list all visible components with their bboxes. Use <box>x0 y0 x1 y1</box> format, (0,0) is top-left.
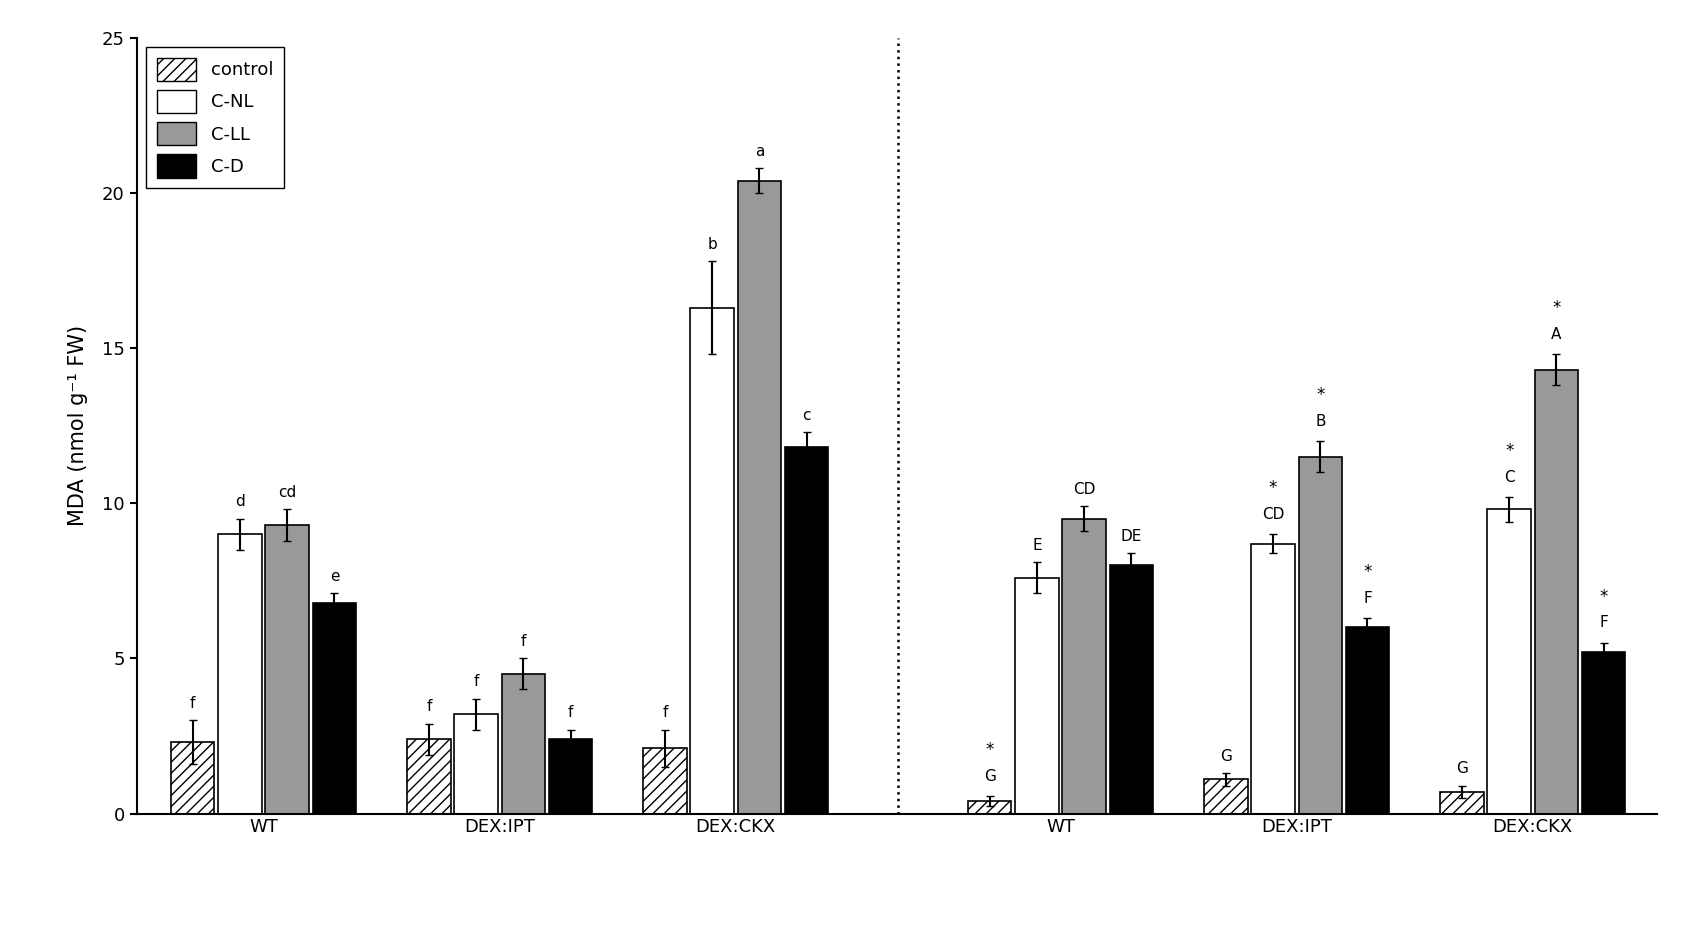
Text: c: c <box>802 408 811 423</box>
Text: e: e <box>329 569 340 584</box>
Text: *: * <box>985 742 993 760</box>
Text: B: B <box>1314 413 1325 429</box>
Text: CD: CD <box>1261 507 1284 522</box>
Bar <box>1439 792 1483 814</box>
Text: d: d <box>236 495 244 510</box>
Text: f: f <box>427 699 432 714</box>
Bar <box>1251 544 1294 814</box>
Bar <box>548 739 592 814</box>
Text: cd: cd <box>278 485 295 500</box>
Bar <box>1014 578 1058 814</box>
Text: DE: DE <box>1120 529 1142 544</box>
Bar <box>265 525 309 814</box>
Bar <box>1062 518 1104 814</box>
Text: a: a <box>754 144 763 159</box>
Text: C: C <box>1502 469 1514 484</box>
Bar <box>454 714 497 814</box>
Text: *: * <box>1504 442 1512 460</box>
Text: f: f <box>567 706 574 721</box>
Y-axis label: MDA (nmol g⁻¹ FW): MDA (nmol g⁻¹ FW) <box>68 325 87 526</box>
Text: *: * <box>1316 386 1323 404</box>
Text: *: * <box>1552 299 1560 317</box>
Text: f: f <box>473 674 478 690</box>
Bar <box>502 674 545 814</box>
Bar <box>218 534 261 814</box>
Bar <box>785 447 828 814</box>
Text: G: G <box>1219 749 1231 764</box>
Text: f: f <box>662 706 667 721</box>
Bar <box>968 801 1011 814</box>
Bar <box>1203 780 1246 814</box>
Bar <box>1345 627 1388 814</box>
Bar <box>644 748 686 814</box>
Bar <box>171 743 215 814</box>
Bar <box>1297 457 1342 814</box>
Text: F: F <box>1362 590 1371 605</box>
Text: A: A <box>1550 327 1560 342</box>
Bar <box>312 603 357 814</box>
Text: *: * <box>1268 479 1277 497</box>
Text: *: * <box>1598 587 1606 605</box>
Legend: control, C-NL, C-LL, C-D: control, C-NL, C-LL, C-D <box>145 47 283 188</box>
Bar <box>1581 652 1625 814</box>
Text: CD: CD <box>1072 482 1094 497</box>
Text: b: b <box>707 236 717 252</box>
Text: G: G <box>1454 762 1466 777</box>
Text: E: E <box>1031 538 1041 552</box>
Text: f: f <box>189 696 195 711</box>
Text: *: * <box>1362 563 1371 581</box>
Text: F: F <box>1598 616 1606 630</box>
Text: f: f <box>521 634 526 649</box>
Bar <box>1487 510 1529 814</box>
Bar <box>1110 566 1152 814</box>
Bar <box>1535 370 1577 814</box>
Bar <box>406 739 451 814</box>
Bar <box>737 181 780 814</box>
Text: G: G <box>983 769 995 784</box>
Bar <box>690 307 734 814</box>
